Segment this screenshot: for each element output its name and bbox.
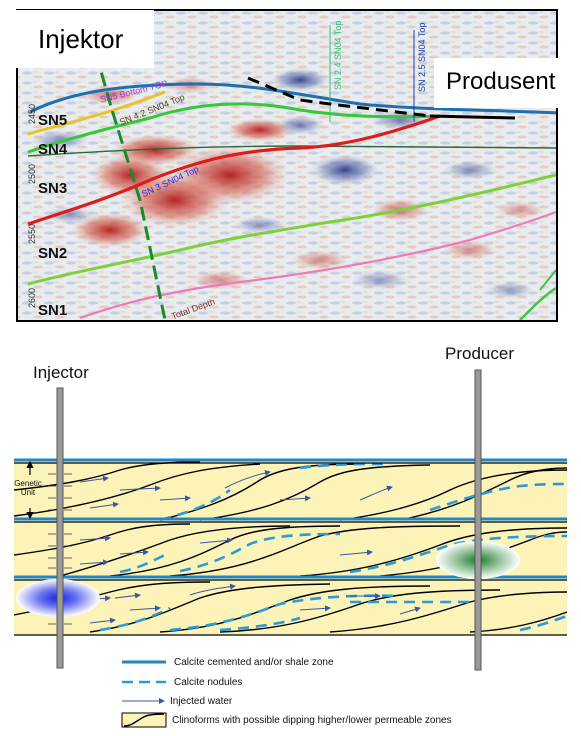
legend-row-clinoforms: Clinoforms with possible dipping higher/… [168,712,452,728]
depth-tick-2600: 2600 [27,287,37,308]
legend-label-cemented: Calcite cemented and/or shale zone [174,656,334,668]
zone-label-sn2: SN2 [38,245,68,262]
horizon-blue [29,82,556,115]
seismic-section-panel: SN5 Bottom TOP SN 4.2 SN04 Top SN 2.4 SN… [0,0,581,335]
horizon-green-lower [27,173,556,286]
legend-row-nodules: Calcite nodules [170,674,242,690]
conceptual-diagram-panel: Injector Producer Genetic Unit Calcite c… [0,340,581,736]
zone-label-sn4: SN4 [38,141,68,158]
calcite-nodules [99,462,567,632]
depth-tick-2450: 2450 [27,103,37,124]
legend-row-water: Injected water [166,693,232,709]
zone-label-sn3: SN3 [38,180,68,197]
horizon-red [27,114,441,226]
producer-title: Producer [445,344,514,363]
horizon-yellow [27,90,166,136]
injector-title: Injector [33,363,89,382]
annotation-sn4-mid: SN 2.4 SN04 Top [333,20,343,90]
horizon-green-upper [27,102,441,154]
horizon-pink [79,210,556,320]
injected-water-arrows [79,470,421,624]
conceptual-diagram [14,369,567,728]
depth-tick-2500: 2500 [27,163,37,184]
legend-row-cemented: Calcite cemented and/or shale zone [170,654,334,670]
depth-tick-2550: 2550 [27,223,37,244]
injektor-label: Injektor [16,10,154,68]
zone-label-sn1: SN1 [38,302,68,319]
seismic-producer-well-solid [429,114,516,120]
producer-well [474,369,482,671]
legend-swatch-clinoform-line [123,713,165,727]
produsent-label: Produsent [434,58,580,108]
genetic-unit-label-line-1: Genetic [14,479,42,488]
horizon-green-right [519,286,556,320]
annotation-sn25: SN 2.5 SN04 Top [417,22,427,92]
horizon-green-right2 [539,269,556,291]
genetic-unit-label: Genetic Unit [8,479,48,497]
legend-label-clinoforms: Clinoforms with possible dipping higher/… [172,714,452,726]
genetic-unit-label-line-2: Unit [20,488,36,497]
injector-well [56,387,64,669]
legend-label-nodules: Calcite nodules [174,676,243,688]
seismic-producer-well [247,76,431,118]
horizon-dark-green [27,145,556,157]
legend-label-water: Injected water [170,695,233,707]
zone-label-sn5: SN5 [38,112,68,129]
